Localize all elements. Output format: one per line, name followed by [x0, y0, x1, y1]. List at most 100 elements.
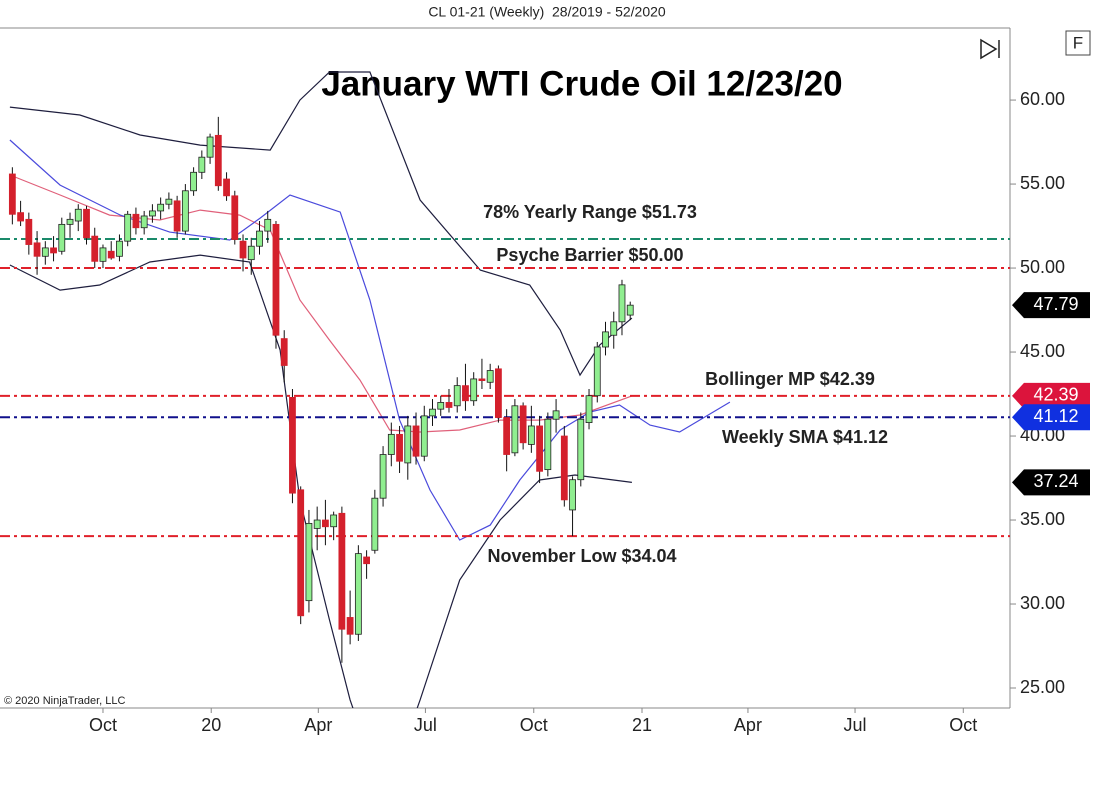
price-marker	[1012, 382, 1090, 409]
candle-body	[412, 425, 420, 457]
candle-body	[231, 195, 239, 240]
candle-body	[363, 556, 370, 565]
candle-body	[124, 213, 132, 242]
candle-body	[157, 203, 165, 212]
candle-body	[50, 247, 57, 254]
candle-body	[445, 402, 453, 408]
level-label: 78% Yearly Range $51.73	[483, 202, 697, 222]
candle-body	[149, 210, 156, 217]
x-tick-label: Jul	[844, 715, 867, 735]
candle-body	[181, 190, 189, 232]
candle-body	[313, 519, 321, 529]
candle-body	[371, 497, 379, 551]
candle-body	[289, 396, 296, 494]
candle-body	[462, 385, 469, 402]
candle-body	[536, 425, 544, 472]
candle-body	[8, 173, 16, 215]
f-button-label[interactable]: F	[1073, 33, 1083, 52]
candle-body	[470, 378, 478, 402]
candle-body	[396, 433, 403, 462]
candle-body	[511, 405, 519, 454]
candle-body	[478, 378, 486, 381]
candle-body	[610, 321, 618, 336]
candle-body	[429, 408, 436, 417]
candle-body	[17, 212, 24, 222]
candle-body	[453, 385, 461, 407]
candle-body	[569, 479, 576, 511]
candle-body	[247, 245, 255, 261]
candle-body	[346, 617, 354, 635]
candle-body	[264, 218, 272, 232]
candle-body	[140, 215, 148, 229]
candle-body	[322, 519, 329, 528]
price-marker-label: 47.79	[1033, 294, 1078, 314]
plot-area	[0, 71, 1010, 708]
candle-body	[420, 415, 428, 457]
level-label: November Low $34.04	[487, 546, 676, 566]
x-tick-label: Apr	[304, 715, 332, 735]
price-marker-label: 41.12	[1033, 406, 1078, 426]
y-tick-label: 45.00	[1020, 341, 1065, 361]
x-tick-label: Oct	[949, 715, 977, 735]
candle-body	[91, 235, 99, 262]
candle-body	[503, 417, 511, 455]
candle-body	[198, 156, 206, 173]
x-tick-label: Apr	[734, 715, 762, 735]
candle-body	[437, 402, 445, 410]
price-marker	[1012, 469, 1090, 496]
candle-body	[25, 218, 33, 245]
candle-body	[272, 223, 280, 336]
candle-body	[297, 489, 305, 617]
level-label: Weekly SMA $41.12	[722, 427, 888, 447]
candle-body	[107, 250, 115, 259]
price-marker-label: 37.24	[1033, 471, 1078, 491]
candle-body	[239, 240, 247, 259]
candle-body	[626, 304, 634, 316]
copyright: © 2020 NinjaTrader, LLC	[4, 695, 125, 707]
f-button[interactable]	[1065, 30, 1091, 56]
level-label: Bollinger MP $42.39	[705, 369, 875, 389]
candle-body	[585, 395, 593, 423]
candle-body	[132, 213, 140, 229]
candle-body	[560, 435, 568, 501]
chart-title: January WTI Crude Oil 12/23/20	[321, 64, 842, 103]
candle-body	[173, 200, 181, 232]
candle-body	[305, 522, 313, 602]
price-marker-label: 42.39	[1033, 385, 1078, 405]
candle-body	[214, 134, 222, 187]
candle-body	[280, 338, 288, 366]
play-button[interactable]	[980, 38, 1000, 60]
x-tick-label: Jul	[414, 715, 437, 735]
x-tick-label: Oct	[89, 715, 117, 735]
y-tick-label: 30.00	[1020, 593, 1065, 613]
y-tick-label: 25.00	[1020, 677, 1065, 697]
candle-body	[387, 433, 395, 455]
indicator-line	[9, 254, 632, 708]
candle-body	[354, 553, 362, 635]
candle-body	[527, 425, 535, 445]
indicator-line	[9, 71, 633, 377]
candle-body	[379, 454, 387, 499]
candle-body	[165, 198, 173, 205]
candle-body	[544, 418, 552, 471]
candle-body	[116, 240, 123, 257]
candle-body	[256, 230, 263, 247]
candle-body	[602, 331, 609, 348]
candle-body	[552, 410, 560, 420]
candle-body	[33, 242, 41, 257]
chart-header: CL 01-21 (Weekly) 28/2019 - 52/2020	[428, 4, 666, 20]
y-tick-label: 55.00	[1020, 173, 1065, 193]
x-tick-label: Oct	[520, 715, 548, 735]
candle-body	[206, 136, 214, 158]
candle-body	[190, 171, 197, 192]
candle-body	[99, 247, 107, 262]
candle-body	[58, 223, 66, 252]
candle-body	[486, 370, 494, 383]
candle-body	[495, 368, 502, 418]
level-label: Psyche Barrier $50.00	[496, 245, 683, 265]
x-tick-label: 21	[632, 715, 652, 735]
price-marker	[1012, 292, 1090, 319]
candle-body	[404, 425, 412, 464]
x-tick-label: 20	[201, 715, 221, 735]
